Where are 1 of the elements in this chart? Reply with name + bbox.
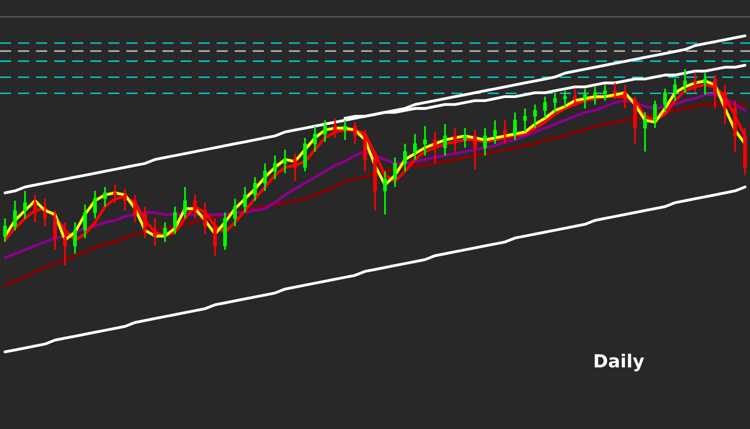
text: Daily [594,354,644,372]
